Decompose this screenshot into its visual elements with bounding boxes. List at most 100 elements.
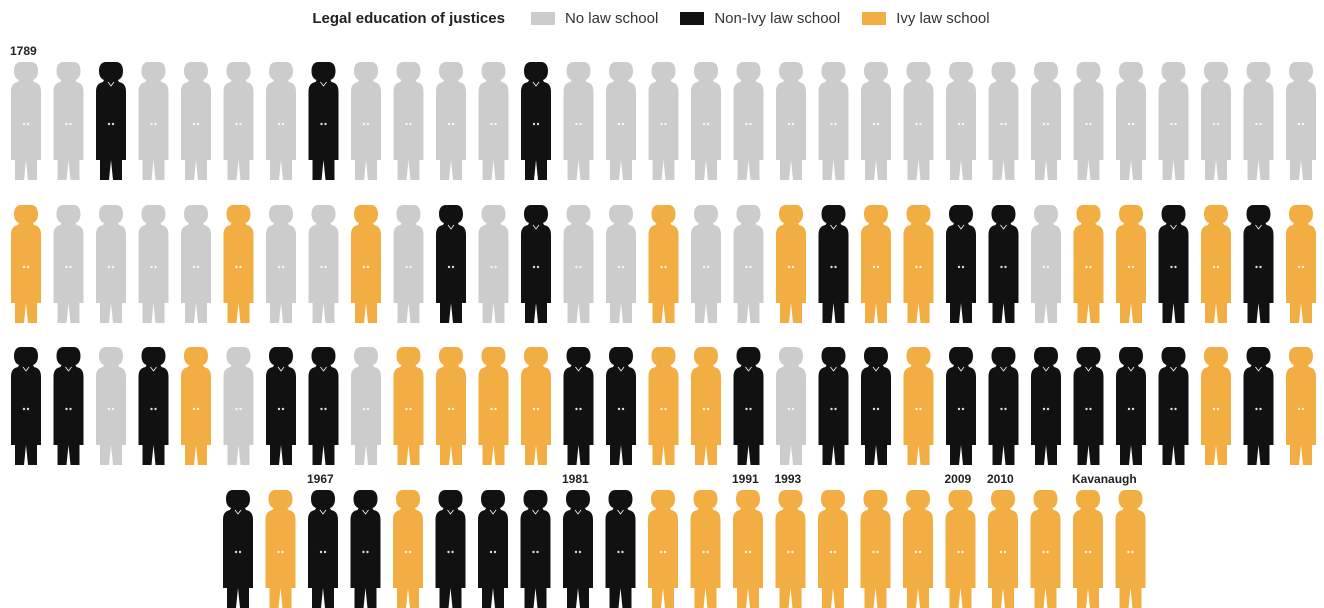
justice-figure-no-law-school (478, 62, 509, 180)
legend-item-non-ivy-law-school: Non-Ivy law school (680, 10, 840, 27)
justice-figure-no-law-school (776, 347, 806, 465)
justice-figure-non-ivy-law-school (946, 347, 976, 465)
justice-figure-non-ivy-law-school (563, 490, 593, 608)
justice-figure-non-ivy-law-school (11, 347, 41, 465)
annotation-label: Kavanaugh (1072, 472, 1137, 486)
justice-figure-ivy-law-school (861, 205, 891, 323)
justice-figure-no-law-school (606, 205, 636, 323)
justice-figure-no-law-school (181, 62, 211, 180)
justice-figure-non-ivy-law-school (818, 205, 849, 323)
justice-figure-no-law-school (691, 62, 721, 180)
justice-figure-no-law-school (648, 62, 679, 180)
justice-figure-non-ivy-law-school (606, 347, 636, 465)
justice-figure-non-ivy-law-school (308, 490, 338, 608)
justice-figure-non-ivy-law-school (436, 205, 466, 323)
justice-figure-no-law-school (1243, 62, 1274, 180)
justice-figure-ivy-law-school (733, 490, 763, 608)
justice-figure-non-ivy-law-school (988, 347, 1019, 465)
justice-figure-no-law-school (436, 62, 466, 180)
justice-figure-non-ivy-law-school (308, 347, 339, 465)
justice-figure-non-ivy-law-school (1116, 347, 1146, 465)
justice-figure-non-ivy-law-school (563, 347, 594, 465)
justice-figure-ivy-law-school (818, 490, 848, 608)
justice-figure-ivy-law-school (945, 490, 976, 608)
justice-figure-non-ivy-law-school (861, 347, 891, 465)
justice-figure-no-law-school (563, 205, 594, 323)
justice-figure-no-law-school (733, 62, 764, 180)
justice-figure-ivy-law-school (648, 490, 678, 608)
legend-swatch-non-ivy-law-school (680, 11, 705, 25)
legend-label-no-law-school: No law school (564, 9, 659, 27)
justice-figure-no-law-school (138, 62, 169, 180)
justice-figure-no-law-school (223, 347, 254, 465)
justice-figure-non-ivy-law-school (138, 347, 169, 465)
justice-figure-no-law-school (96, 205, 126, 323)
justice-figure-ivy-law-school (691, 347, 721, 465)
justice-figure-non-ivy-law-school (1073, 347, 1104, 465)
annotation-label: 2010 (987, 472, 1014, 486)
justice-figure-non-ivy-law-school (223, 490, 253, 608)
justice-figure-no-law-school (1116, 62, 1146, 180)
justice-figure-ivy-law-school (436, 347, 466, 465)
justice-figure-non-ivy-law-school (818, 347, 849, 465)
justice-figure-no-law-school (903, 62, 934, 180)
justice-figure-no-law-school (988, 62, 1019, 180)
justice-figure-ivy-law-school (393, 490, 423, 608)
justice-figure-no-law-school (351, 62, 381, 180)
justice-figure-ivy-law-school (478, 347, 509, 465)
justice-figure-no-law-school (1031, 62, 1061, 180)
legend-swatch-ivy-law-school (862, 11, 887, 25)
justice-figure-ivy-law-school (1116, 205, 1146, 323)
justice-figure-non-ivy-law-school (988, 205, 1019, 323)
justice-figure-no-law-school (606, 62, 636, 180)
justice-figure-ivy-law-school (1201, 205, 1231, 323)
justice-figure-ivy-law-school (648, 347, 679, 465)
justice-figure-non-ivy-law-school (946, 205, 976, 323)
justice-figure-non-ivy-law-school (520, 490, 551, 608)
justice-figure-ivy-law-school (690, 490, 721, 608)
justice-figure-ivy-law-school (903, 205, 934, 323)
justice-figure-no-law-school (351, 347, 381, 465)
justice-figure-ivy-law-school (181, 347, 211, 465)
justice-figure-non-ivy-law-school (308, 62, 339, 180)
justice-figure-non-ivy-law-school (733, 347, 764, 465)
justice-figure-no-law-school (53, 205, 84, 323)
annotation-label: 1991 (732, 472, 759, 486)
justice-figure-no-law-school (1158, 62, 1189, 180)
justice-figure-ivy-law-school (988, 490, 1018, 608)
justice-figure-no-law-school (946, 62, 976, 180)
justice-figure-ivy-law-school (1073, 490, 1103, 608)
justice-figure-ivy-law-school (223, 205, 254, 323)
justice-figure-no-law-school (1201, 62, 1231, 180)
justice-figure-no-law-school (861, 62, 891, 180)
justice-figure-no-law-school (1286, 62, 1316, 180)
justice-figure-no-law-school (181, 205, 211, 323)
justice-figure-non-ivy-law-school (1243, 205, 1274, 323)
justice-figure-non-ivy-law-school (1243, 347, 1274, 465)
justice-figure-no-law-school (1073, 62, 1104, 180)
justice-figure-non-ivy-law-school (266, 347, 296, 465)
annotation-label: 2009 (945, 472, 972, 486)
legend-label-ivy-law-school: Ivy law school (896, 9, 990, 27)
annotation-label: 1967 (307, 472, 334, 486)
justice-figure-non-ivy-law-school (478, 490, 508, 608)
justice-figure-ivy-law-school (1115, 490, 1146, 608)
justice-figure-ivy-law-school (775, 490, 806, 608)
justice-figure-no-law-school (53, 62, 84, 180)
legend-title: Legal education of justices (312, 9, 505, 27)
legend-label-non-ivy-law-school: Non-Ivy law school (714, 9, 841, 27)
legend-item-no-law-school: No law school (530, 9, 659, 27)
justice-figure-no-law-school (266, 62, 296, 180)
justice-figure-non-ivy-law-school (1031, 347, 1061, 465)
justice-figure-ivy-law-school (265, 490, 296, 608)
justice-figure-non-ivy-law-school (521, 205, 551, 323)
justice-figure-non-ivy-law-school (521, 62, 551, 180)
justice-figure-no-law-school (776, 62, 806, 180)
justice-figure-ivy-law-school (393, 347, 424, 465)
justice-figure-no-law-school (691, 205, 721, 323)
justice-figure-ivy-law-school (903, 490, 933, 608)
justice-figure-ivy-law-school (648, 205, 679, 323)
annotation-label: 1981 (562, 472, 589, 486)
justice-figure-non-ivy-law-school (53, 347, 84, 465)
